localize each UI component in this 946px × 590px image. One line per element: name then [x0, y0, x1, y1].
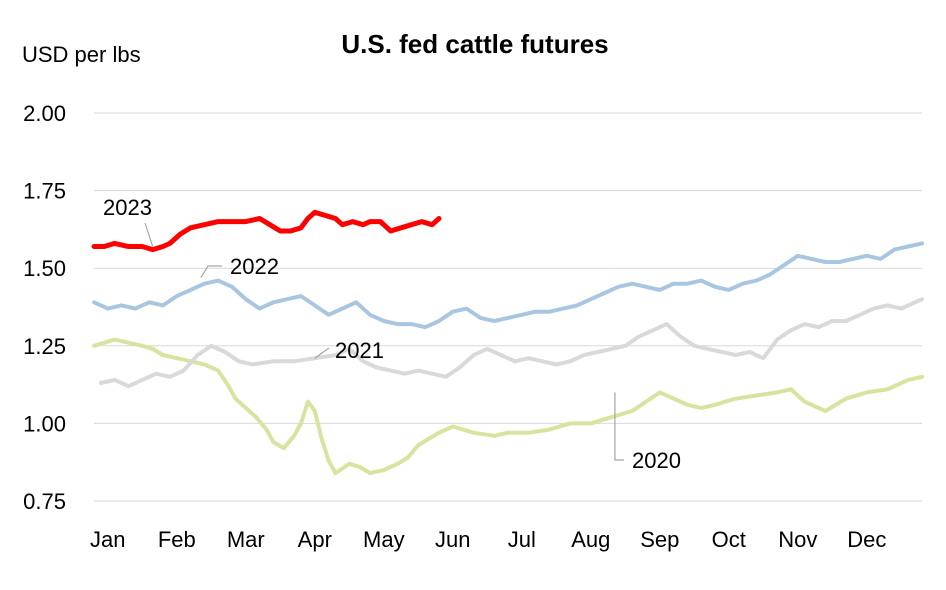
- label-leader-line: [314, 347, 330, 359]
- x-tick-label: Nov: [778, 527, 817, 552]
- label-leader-line: [144, 222, 154, 247]
- x-tick-label: Jun: [435, 527, 470, 552]
- series-label-2021: 2021: [335, 338, 384, 363]
- x-tick-label: May: [363, 527, 405, 552]
- y-tick-label: 2.00: [23, 101, 66, 126]
- series-line-2023: [91, 209, 442, 253]
- y-axis-ticks: 0.75 1.00 1.25 1.50 1.75 2.00: [23, 101, 66, 514]
- y-tick-label: 1.75: [23, 179, 66, 204]
- series-label-2020: 2020: [632, 448, 681, 473]
- label-leader-line: [200, 265, 222, 278]
- x-tick-label: Apr: [298, 527, 332, 552]
- x-tick-label: Jan: [90, 527, 125, 552]
- y-tick-label: 1.25: [23, 334, 66, 359]
- x-tick-label: Dec: [847, 527, 886, 552]
- x-axis-ticks: Jan Feb Mar Apr May Jun Jul Aug Sep Oct Nov Dec: [90, 527, 886, 552]
- label-leader-line: [614, 392, 624, 461]
- x-tick-label: Feb: [158, 527, 196, 552]
- y-tick-label: 1.00: [23, 411, 66, 436]
- x-tick-label: Sep: [640, 527, 679, 552]
- series-line-2020: [92, 337, 924, 476]
- x-tick-label: Aug: [571, 527, 610, 552]
- x-tick-label: Mar: [227, 527, 265, 552]
- gridlines: [94, 112, 922, 502]
- series-line-2021: [98, 297, 924, 389]
- x-tick-label: Jul: [508, 527, 536, 552]
- y-tick-label: 0.75: [23, 489, 66, 514]
- chart-title: U.S. fed cattle futures: [341, 29, 608, 59]
- y-tick-label: 1.50: [23, 256, 66, 281]
- x-tick-label: Oct: [712, 527, 746, 552]
- series-line-2022: [92, 241, 924, 330]
- series-labels: 2023 2022 2021 2020: [103, 195, 681, 473]
- series-lines: [91, 209, 924, 476]
- series-label-2022: 2022: [230, 254, 279, 279]
- series-label-2023: 2023: [103, 195, 152, 220]
- y-axis-unit-label: USD per lbs: [22, 42, 141, 67]
